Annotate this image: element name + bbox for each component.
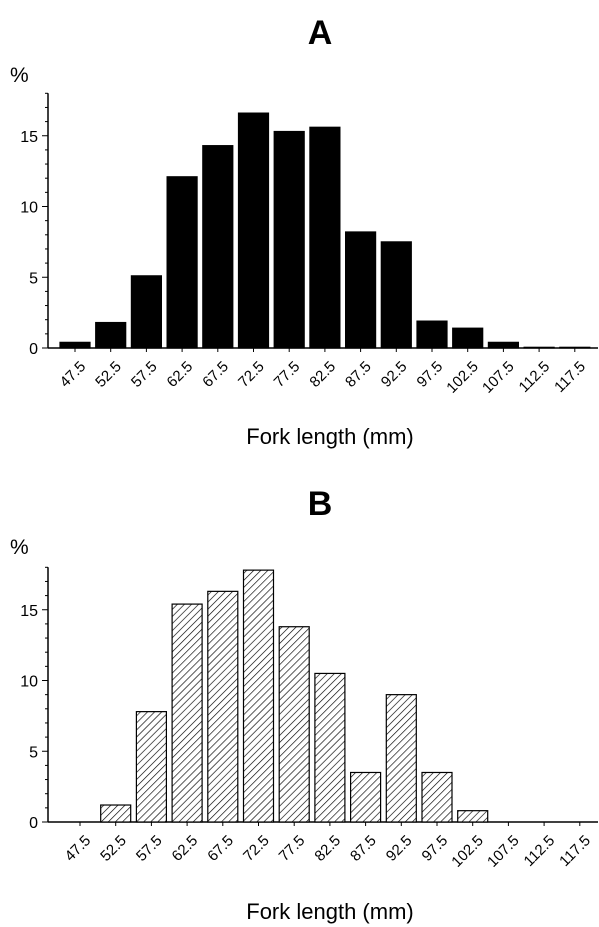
bar-b-57.5 xyxy=(135,711,167,823)
bar-a-112.5 xyxy=(523,346,555,349)
bar-a-97.5 xyxy=(416,320,448,349)
bar-b-67.5 xyxy=(207,590,239,823)
bar-a-47.5 xyxy=(59,341,91,349)
bar-b-77.5 xyxy=(278,626,310,823)
x-tick-label-b: 92.5 xyxy=(383,832,416,865)
x-tick-label-b: 97.5 xyxy=(419,832,452,865)
bar-a-117.5 xyxy=(559,346,591,349)
x-tick-label-a: 77.5 xyxy=(271,358,304,391)
bar-a-72.5 xyxy=(237,112,270,349)
x-tick-label-b: 102.5 xyxy=(448,832,487,871)
y-axis-label-a: % xyxy=(10,64,29,87)
x-tick-label-b: 87.5 xyxy=(347,832,380,865)
y-tick-label-b: 15 xyxy=(20,603,38,620)
bar-a-77.5 xyxy=(273,130,305,349)
bar-b-92.5 xyxy=(385,694,417,823)
x-tick-label-a: 62.5 xyxy=(164,358,197,391)
y-tick-label-a: 5 xyxy=(29,270,38,287)
y-tick-label-b: 5 xyxy=(29,744,38,761)
bar-b-62.5 xyxy=(171,603,203,823)
bar-a-52.5 xyxy=(95,321,127,349)
x-tick-label-b: 107.5 xyxy=(484,832,523,871)
x-tick-label-a: 107.5 xyxy=(479,358,518,397)
bar-a-102.5 xyxy=(452,327,484,349)
y-tick-label-b: 0 xyxy=(29,815,38,832)
x-tick-label-b: 67.5 xyxy=(204,832,237,865)
x-axis-label-a: Fork length (mm) xyxy=(246,424,413,449)
bar-a-82.5 xyxy=(309,126,341,349)
x-tick-label-a: 82.5 xyxy=(306,358,339,391)
y-tick-label-a: 10 xyxy=(20,200,38,217)
chart-panel-a: A % Fork length (mm) 0 5 10 15 47.5 52.5 57.5 6… xyxy=(0,0,599,463)
bar-a-107.5 xyxy=(487,341,519,349)
y-axis-label-b: % xyxy=(10,536,29,559)
x-tick-label-b: 117.5 xyxy=(556,832,594,870)
bar-b-97.5 xyxy=(421,771,453,823)
x-tick-label-a: 57.5 xyxy=(128,358,161,391)
x-tick-label-a: 72.5 xyxy=(235,358,268,391)
bar-a-67.5 xyxy=(202,145,234,349)
bar-b-102.5 xyxy=(457,810,489,823)
x-tick-label-a: 112.5 xyxy=(516,358,554,396)
x-tick-label-a: 47.5 xyxy=(57,358,90,391)
x-tick-label-b: 57.5 xyxy=(133,832,166,865)
bar-a-57.5 xyxy=(130,275,162,349)
y-tick-label-a: 15 xyxy=(20,129,38,146)
x-tick-label-b: 77.5 xyxy=(276,832,309,865)
x-tick-label-b: 72.5 xyxy=(240,832,273,865)
bar-b-52.5 xyxy=(100,804,132,823)
x-tick-label-b: 112.5 xyxy=(521,832,559,870)
chart-title-b: B xyxy=(308,485,333,523)
x-tick-label-b: 62.5 xyxy=(169,832,202,865)
y-tick-label-b: 10 xyxy=(20,674,38,691)
bar-b-82.5 xyxy=(314,672,346,823)
y-tick-label-a: 0 xyxy=(29,341,38,358)
x-tick-label-b: 47.5 xyxy=(62,832,95,865)
bar-a-62.5 xyxy=(166,176,198,349)
x-tick-label-a: 102.5 xyxy=(443,358,482,397)
chart-title-a: A xyxy=(308,14,333,52)
bar-a-92.5 xyxy=(380,241,412,349)
x-tick-label-a: 92.5 xyxy=(378,358,411,391)
bar-a-87.5 xyxy=(345,231,377,349)
x-tick-label-b: 52.5 xyxy=(97,832,130,865)
x-tick-label-a: 52.5 xyxy=(92,358,125,391)
x-tick-label-a: 117.5 xyxy=(551,358,589,396)
bar-b-87.5 xyxy=(350,771,382,823)
x-tick-label-a: 97.5 xyxy=(414,358,447,391)
x-tick-label-a: 87.5 xyxy=(342,358,375,391)
x-axis-label-b: Fork length (mm) xyxy=(246,899,413,924)
bar-b-72.5 xyxy=(242,569,275,823)
x-tick-label-a: 67.5 xyxy=(199,358,232,391)
chart-panel-b: B % Fork length (mm) 0 5 10 15 47.5 52.5 57.5 6… xyxy=(0,463,599,926)
x-tick-label-b: 82.5 xyxy=(311,832,344,865)
